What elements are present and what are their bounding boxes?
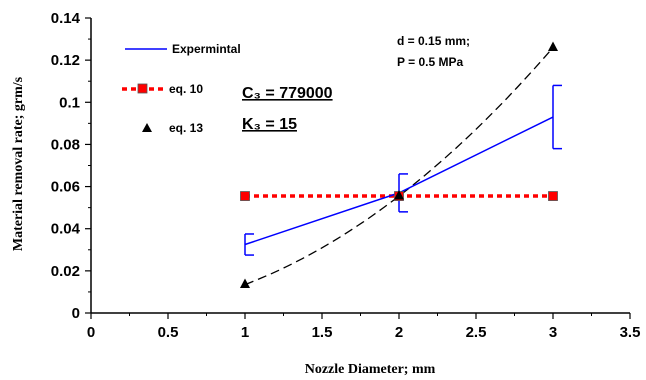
eq13-marker [548,41,558,51]
legend: Expermintal eq. 10 eq. 13 [122,42,241,135]
x-axis-title: Nozzle Diameter; mm [305,362,436,377]
params-line1: d = 0.15 mm; [397,34,470,48]
y-tick-label: 0.04 [51,221,81,238]
legend-eq10-label: eq. 10 [169,82,203,96]
x-tick-label: 0.5 [158,324,179,341]
x-tick-label: 1 [241,324,249,341]
x-tick-label: 2 [395,324,403,341]
x-tick-labels: 0 0.5 1 1.5 2 2.5 3 3.5 [87,324,641,341]
eq13-marker [240,278,250,289]
y-tick-label: 0.14 [51,10,81,27]
eq13-curve [244,47,554,286]
k3-annotation: K₃ = 15 [242,116,297,133]
y-tick-label: 0.06 [51,179,80,196]
eq10-marker [240,191,250,201]
eq10-marker [548,191,558,201]
c3-annotation: C₃ = 779000 [242,85,333,102]
tick-marks [85,17,631,319]
y-tick-label: 0.1 [59,94,80,111]
eq13-marker [394,190,404,200]
params-line2: P = 0.5 MPa [397,55,463,69]
x-tick-label: 1.5 [312,324,333,341]
legend-experimental-label: Expermintal [172,42,241,56]
series-layer [240,41,562,289]
y-tick-label: 0.12 [51,52,80,69]
x-tick-label: 2.5 [466,324,487,341]
y-tick-label: 0.08 [51,136,80,153]
legend-eq13-label: eq. 13 [169,121,203,135]
x-tick-label: 3 [549,324,557,341]
x-tick-label: 3.5 [620,324,641,341]
x-tick-label: 0 [87,324,95,341]
y-tick-label: 0.02 [51,263,80,280]
y-axis-title: Material removal rate; grm/s [11,76,26,251]
y-tick-labels: 0 0.02 0.04 0.06 0.08 0.1 0.12 0.14 [51,10,81,322]
y-tick-label: 0 [72,305,80,322]
legend-eq10-marker [137,83,148,94]
legend-eq13-marker [142,123,152,132]
